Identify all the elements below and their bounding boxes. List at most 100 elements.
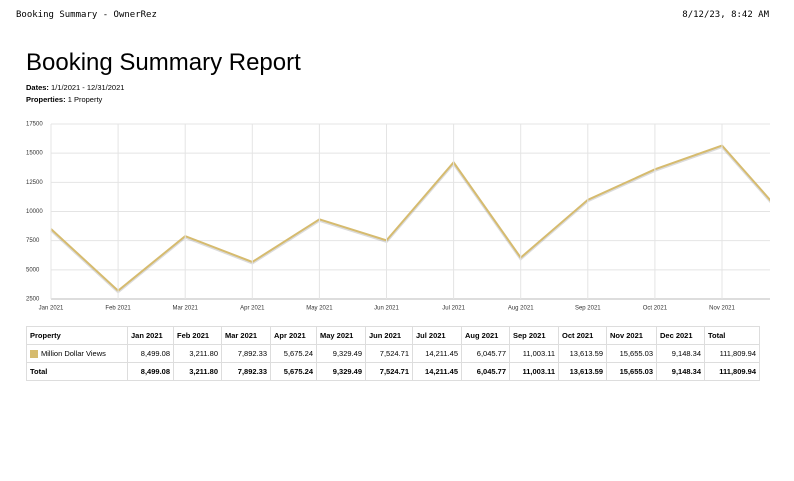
cell-text: 13,613.59 (569, 367, 603, 376)
cell-text: 8,499.08 (140, 367, 170, 376)
row-label: Total (26, 362, 128, 381)
cell-text: 3,211.80 (189, 349, 218, 358)
cell-text: 5,675.24 (283, 367, 313, 376)
cell-text: 9,148.34 (671, 367, 701, 376)
cell: 7,892.33 (221, 344, 271, 363)
meta-dates: Dates: 1/1/2021 - 12/31/2021 (26, 83, 124, 92)
cell-text: 8,499.08 (140, 349, 170, 358)
column-header: Dec 2021 (656, 326, 705, 345)
cell: 6,045.77 (461, 344, 510, 363)
print-header-right: 8/12/23, 8:42 AM (682, 10, 769, 20)
column-header: Mar 2021 (221, 326, 271, 345)
column-header: Apr 2021 (270, 326, 317, 345)
cell-text: 9,148.34 (671, 349, 701, 358)
cell-text: 15,655.03 (619, 367, 653, 376)
cell: 111,809.94 (704, 344, 760, 363)
report-title: Booking Summary Report (26, 49, 301, 76)
meta-label: Properties: (26, 95, 66, 104)
cell: 11,003.11 (509, 344, 559, 363)
cell-text: 15,655.03 (619, 349, 653, 358)
cell: 7,524.71 (365, 362, 413, 381)
chart: 2500 5000 7500 10000 12500 15000 17500 Jan 2021… (26, 122, 770, 312)
cell-text: 14,211.45 (425, 367, 458, 376)
x-tick-label: Oct 2021 (643, 306, 668, 312)
y-tick-label: 2500 (26, 297, 40, 303)
cell: 13,613.59 (558, 362, 607, 381)
cell: 9,329.49 (316, 362, 366, 381)
cell-text: 14,211.45 (425, 349, 458, 358)
total-row: Total 8,499.08 3,211.80 7,892.33 5,675.24 9,3… (26, 362, 760, 381)
column-header: Nov 2021 (606, 326, 657, 345)
cell: 6,045.77 (461, 362, 510, 381)
cell-text: 3,211.80 (189, 367, 218, 376)
cell-text: 11,003.11 (522, 367, 555, 376)
cell: 9,148.34 (656, 362, 705, 381)
x-tick-label: Jan 2021 (39, 306, 64, 312)
x-tick-label: Sep 2021 (575, 306, 601, 312)
column-header: May 2021 (316, 326, 366, 345)
cell-text: 7,892.33 (237, 349, 267, 358)
cell: 8,499.08 (127, 362, 174, 381)
y-tick-label: 5000 (26, 267, 40, 273)
y-tick-label: 7500 (26, 238, 40, 244)
column-header: Total (704, 326, 760, 345)
y-tick-label: 15000 (26, 151, 43, 157)
meta-value: 1 Property (67, 95, 103, 104)
cell-text: 9,329.49 (332, 349, 362, 358)
cell: 5,675.24 (270, 344, 317, 363)
cell-text: 7,524.71 (379, 367, 409, 376)
cell-text: Million Dollar Views (41, 348, 106, 358)
x-tick-label: May 2021 (306, 306, 333, 312)
cell: 3,211.80 (173, 362, 222, 381)
column-header: Sep 2021 (509, 326, 559, 345)
cell: 13,613.59 (558, 344, 607, 363)
cell: 7,892.33 (221, 362, 271, 381)
x-tick-label: Mar 2021 (173, 306, 199, 312)
cell: 111,809.94 (704, 362, 760, 381)
color-swatch (30, 350, 38, 358)
row-label: Million Dollar Views (26, 344, 128, 363)
cell: 9,329.49 (316, 344, 366, 363)
meta-label: Dates: (26, 83, 49, 92)
cell: 8,499.08 (127, 344, 174, 363)
header-row: Property Jan 2021 Feb 2021 Mar 2021 Apr 2021… (26, 326, 760, 345)
y-tick-label: 12500 (26, 180, 43, 186)
cell-text: 6,045.77 (476, 349, 506, 358)
cell: 14,211.45 (412, 344, 462, 363)
y-tick-label: 17500 (26, 122, 43, 128)
x-tick-label: Aug 2021 (508, 306, 534, 312)
data-row: Million Dollar Views 8,499.08 3,211.80 7,89… (26, 344, 760, 363)
data-line (50, 144, 770, 293)
cell-text: 111,809.94 (719, 349, 756, 358)
column-header: Jul 2021 (412, 326, 462, 345)
cell-text: 7,892.33 (237, 367, 267, 376)
column-header: Aug 2021 (461, 326, 510, 345)
x-tick-label: Feb 2021 (105, 306, 131, 312)
cell-text: 9,329.49 (332, 367, 362, 376)
column-header: Feb 2021 (173, 326, 222, 345)
y-tick-label: 10000 (26, 209, 43, 215)
cell-text: 13,613.59 (569, 349, 603, 358)
cell-text: 6,045.77 (476, 367, 506, 376)
column-header: Property (26, 326, 128, 345)
cell: 14,211.45 (412, 362, 462, 381)
x-tick-label: Jun 2021 (374, 306, 399, 312)
cell: 3,211.80 (173, 344, 222, 363)
column-header: Oct 2021 (558, 326, 607, 345)
cell: 9,148.34 (656, 344, 705, 363)
cell: 5,675.24 (270, 362, 317, 381)
print-header-left: Booking Summary - OwnerRez (16, 10, 157, 20)
cell: 11,003.11 (509, 362, 559, 381)
cell-text: 11,003.11 (522, 349, 555, 358)
x-tick-label: Nov 2021 (709, 306, 735, 312)
x-tick-label: Apr 2021 (240, 306, 265, 312)
cell: 15,655.03 (606, 362, 657, 381)
cell-text: Total (30, 367, 48, 376)
cell: 15,655.03 (606, 344, 657, 363)
summary-table: Property Jan 2021 Feb 2021 Mar 2021 Apr 2021… (26, 326, 760, 381)
column-header: Jun 2021 (365, 326, 413, 345)
cell-text: 7,524.71 (379, 349, 409, 358)
x-tick-label: Jul 2021 (442, 306, 465, 312)
cell-text: 5,675.24 (283, 349, 313, 358)
